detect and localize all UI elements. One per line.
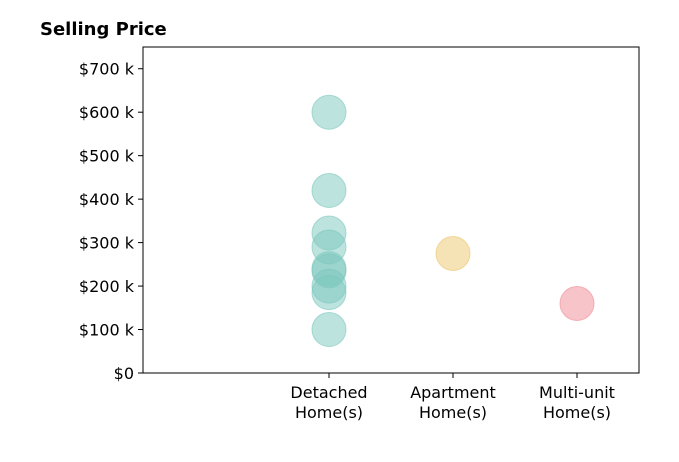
y-tick-label: $700 k <box>79 60 135 79</box>
plot-frame <box>142 46 640 374</box>
y-axis: $0 $100 k $200 k $300 k $400 k $500 k $600 k $7… <box>79 60 143 383</box>
y-tick-label: $0 <box>114 364 134 383</box>
data-point <box>311 312 347 348</box>
x-tick-label: Apartment Home(s) <box>410 383 496 422</box>
x-tick-label: Multi-unit Home(s) <box>539 383 615 422</box>
data-points <box>311 94 595 348</box>
data-point <box>311 275 347 311</box>
data-point <box>311 172 347 208</box>
y-tick-label: $600 k <box>79 103 135 122</box>
y-tick-label: $100 k <box>79 321 135 340</box>
data-point <box>311 94 347 130</box>
y-tick-label: $300 k <box>79 234 135 253</box>
data-point <box>559 285 595 321</box>
y-tick-label: $400 k <box>79 190 135 209</box>
x-tick-label: Detached Home(s) <box>290 383 367 422</box>
chart-title: Selling Price <box>40 19 167 40</box>
x-axis: Detached Home(s) Apartment Home(s) Multi-uni… <box>290 373 615 422</box>
data-point <box>435 235 471 271</box>
y-tick-label: $500 k <box>79 147 135 166</box>
y-tick-label: $200 k <box>79 277 135 296</box>
